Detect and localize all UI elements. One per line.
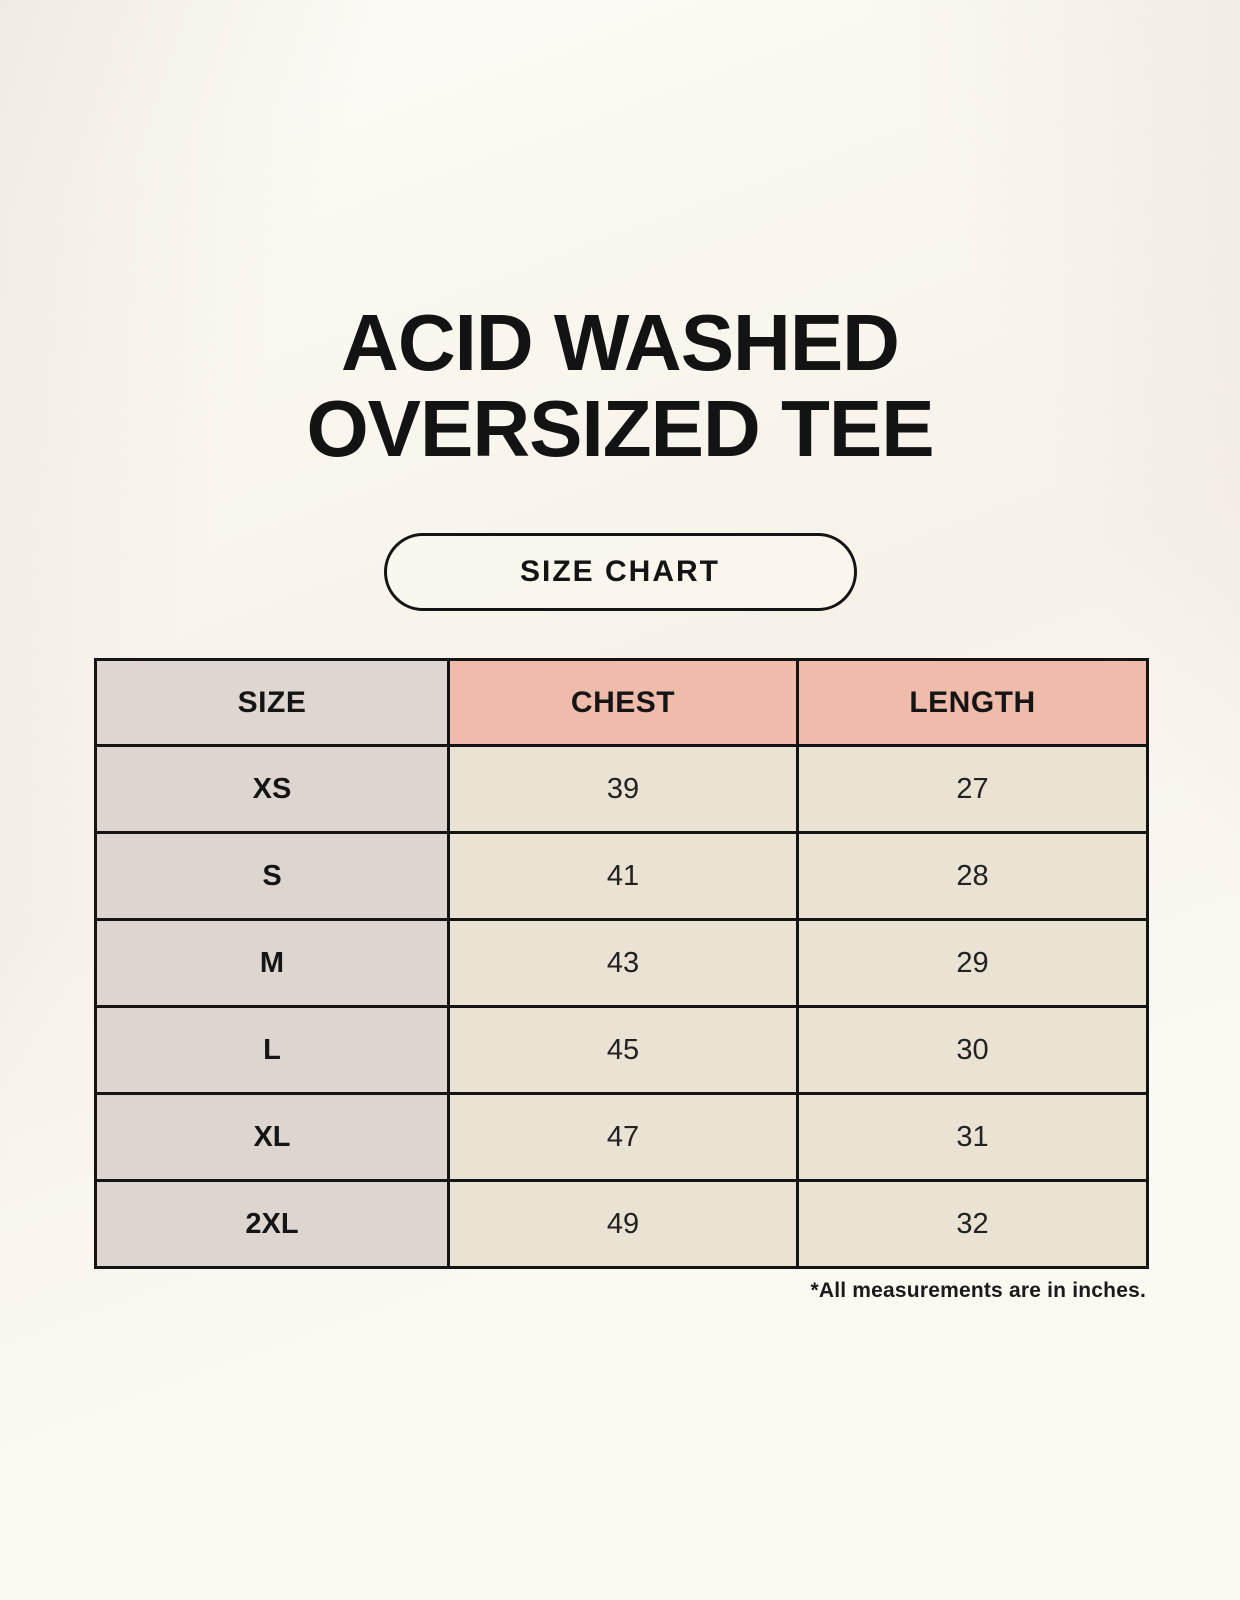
length-value: 29: [796, 918, 1149, 1009]
size-label: 2XL: [94, 1179, 450, 1270]
product-title-line-2: OVERSIZED TEE: [306, 383, 934, 473]
chest-value: 49: [447, 1179, 799, 1270]
size-chart-button[interactable]: SIZE CHART: [383, 533, 857, 612]
table-row: L 45 30: [94, 1005, 1149, 1096]
product-title-line-1: ACID WASHED: [341, 298, 900, 387]
column-header-size: SIZE: [94, 658, 450, 748]
size-label: S: [94, 831, 450, 922]
size-table-container: SIZE CHEST LENGTH XS 39 27 S 41 28 M: [94, 658, 1149, 1303]
size-label: XS: [94, 744, 450, 835]
product-title: ACID WASHED OVERSIZED TEE: [306, 298, 934, 473]
chest-value: 41: [447, 831, 799, 922]
size-label: XL: [94, 1092, 450, 1183]
table-row: XS 39 27: [94, 744, 1149, 835]
length-value: 32: [796, 1179, 1149, 1270]
measurements-footnote: *All measurements are in inches.: [810, 1279, 1146, 1303]
table-header-row: SIZE CHEST LENGTH: [94, 658, 1149, 748]
size-label: L: [94, 1005, 450, 1096]
table-row: XL 47 31: [94, 1092, 1149, 1183]
chest-value: 47: [447, 1092, 799, 1183]
length-value: 30: [796, 1005, 1149, 1096]
table-row: 2XL 49 32: [94, 1179, 1149, 1270]
length-value: 27: [796, 744, 1149, 835]
column-header-length: LENGTH: [796, 658, 1149, 748]
size-label: M: [94, 918, 450, 1009]
column-header-chest: CHEST: [447, 658, 799, 748]
size-table: SIZE CHEST LENGTH XS 39 27 S 41 28 M: [94, 658, 1149, 1270]
chest-value: 43: [447, 918, 799, 1009]
table-row: M 43 29: [94, 918, 1149, 1009]
size-chart-button-label: SIZE CHART: [520, 555, 720, 589]
chest-value: 45: [447, 1005, 799, 1096]
length-value: 31: [796, 1092, 1149, 1183]
table-row: S 41 28: [94, 831, 1149, 922]
chest-value: 39: [447, 744, 799, 835]
length-value: 28: [796, 831, 1149, 922]
